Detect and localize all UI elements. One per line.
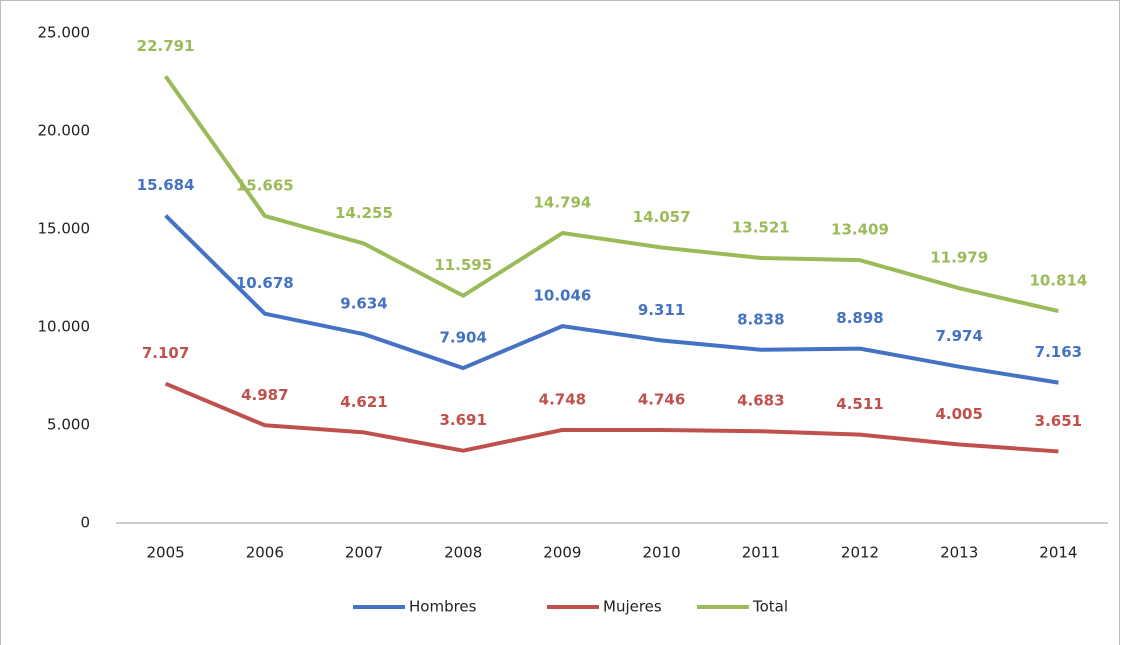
data-label: 9.311 — [638, 301, 685, 319]
series-line — [164, 214, 1059, 385]
y-tick-label: 10.000 — [38, 318, 91, 336]
y-tick-label: 0 — [80, 514, 90, 532]
x-tick-label: 2005 — [147, 544, 185, 562]
data-label: 14.255 — [335, 204, 393, 222]
data-label: 22.791 — [137, 37, 195, 55]
series-line — [164, 381, 1059, 454]
data-label: 4.005 — [935, 405, 982, 423]
data-label: 4.746 — [638, 390, 685, 408]
data-label: 15.665 — [236, 176, 294, 194]
data-label: 10.046 — [533, 287, 591, 305]
data-label: 13.521 — [732, 218, 790, 236]
y-tick-label: 5.000 — [47, 416, 90, 434]
legend-label: Mujeres — [603, 598, 662, 616]
data-label: 15.684 — [137, 176, 195, 194]
data-label: 4.621 — [340, 393, 387, 411]
data-label: 3.691 — [439, 411, 486, 429]
x-tick-label: 2010 — [643, 544, 681, 562]
y-tick-label: 20.000 — [38, 122, 91, 140]
legend-label: Hombres — [409, 598, 477, 616]
y-tick-label: 15.000 — [38, 220, 91, 238]
data-label: 4.683 — [737, 392, 784, 410]
data-label: 4.987 — [241, 386, 288, 404]
data-label: 7.163 — [1035, 343, 1082, 361]
data-label: 8.898 — [836, 309, 883, 327]
data-label: 4.748 — [539, 390, 586, 408]
x-tick-label: 2014 — [1039, 544, 1077, 562]
x-tick-label: 2012 — [841, 544, 879, 562]
data-label: 7.974 — [935, 327, 982, 345]
data-label: 4.511 — [836, 395, 883, 413]
data-label: 11.979 — [930, 249, 988, 267]
data-label: 13.409 — [831, 221, 889, 239]
series-line — [163, 75, 1059, 313]
data-label: 10.814 — [1029, 272, 1087, 290]
data-label: 14.057 — [633, 208, 691, 226]
data-label: 8.838 — [737, 310, 784, 328]
data-label: 11.595 — [434, 256, 492, 274]
data-label: 3.651 — [1035, 412, 1082, 430]
x-tick-label: 2013 — [940, 544, 978, 562]
data-label: 9.634 — [340, 295, 387, 313]
x-tick-label: 2009 — [543, 544, 581, 562]
data-label: 10.678 — [236, 274, 294, 292]
legend-label: Total — [752, 598, 788, 616]
x-tick-label: 2008 — [444, 544, 482, 562]
data-label: 7.107 — [142, 344, 189, 362]
data-label: 14.794 — [533, 194, 591, 212]
x-tick-label: 2007 — [345, 544, 383, 562]
x-tick-label: 2006 — [246, 544, 284, 562]
x-tick-label: 2011 — [742, 544, 780, 562]
data-label: 7.904 — [439, 329, 486, 347]
y-tick-label: 25.000 — [38, 24, 91, 42]
